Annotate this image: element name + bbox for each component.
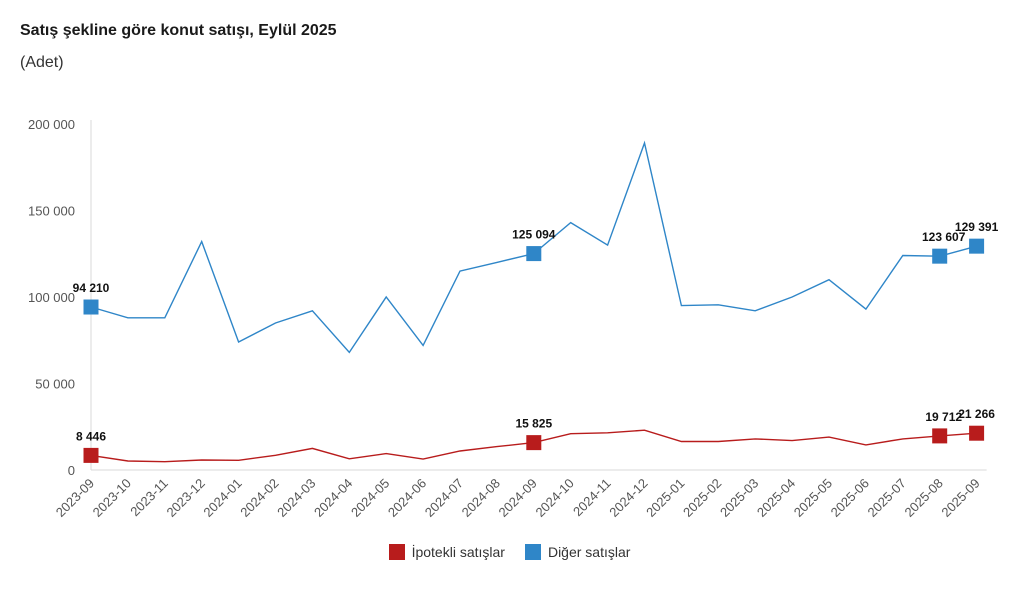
data-marker-mortgage xyxy=(932,428,948,444)
legend-label-mortgage: İpotekli satışlar xyxy=(411,544,505,560)
x-tick-label: 2024-12 xyxy=(606,476,650,520)
x-tick-label: 2025-06 xyxy=(828,476,872,520)
y-tick-label: 100 000 xyxy=(28,290,75,305)
x-tick-label: 2023-09 xyxy=(53,476,97,520)
legend: İpotekli satışlar Diğer satışlar xyxy=(0,544,1019,560)
x-tick-label: 2025-07 xyxy=(865,476,909,520)
x-tick-label: 2024-10 xyxy=(532,476,576,520)
data-marker-other xyxy=(83,299,99,315)
x-tick-label: 2023-10 xyxy=(90,476,134,520)
chart-subtitle: (Adet) xyxy=(20,54,64,71)
data-label-other: 94 210 xyxy=(73,281,110,295)
x-tick-label: 2024-05 xyxy=(348,476,392,520)
data-label-mortgage: 15 825 xyxy=(515,417,552,431)
x-tick-label: 2024-01 xyxy=(200,476,244,520)
legend-label-other: Diğer satışlar xyxy=(547,544,631,560)
x-tick-label: 2024-08 xyxy=(459,476,503,520)
y-tick-label: 150 000 xyxy=(28,204,75,219)
x-tick-label: 2024-09 xyxy=(496,476,540,520)
data-marker-mortgage xyxy=(83,447,99,463)
data-label-other: 129 391 xyxy=(955,220,999,234)
data-marker-other xyxy=(969,238,985,254)
data-label-mortgage: 21 266 xyxy=(958,407,995,421)
legend-swatch-other xyxy=(524,544,541,560)
x-tick-label: 2024-11 xyxy=(570,476,614,520)
x-tick-label: 2025-05 xyxy=(791,476,835,520)
x-tick-label: 2025-09 xyxy=(938,476,982,520)
data-label-mortgage: 8 446 xyxy=(76,429,106,443)
data-label-other: 125 094 xyxy=(512,228,556,242)
data-label-other: 123 607 xyxy=(922,230,966,244)
y-tick-label: 200 000 xyxy=(28,117,75,132)
data-marker-other xyxy=(932,248,948,264)
y-tick-label: 50 000 xyxy=(35,377,75,392)
x-tick-label: 2024-07 xyxy=(422,476,466,520)
legend-item-mortgage[interactable]: İpotekli satışlar xyxy=(388,544,505,560)
legend-item-other[interactable]: Diğer satışlar xyxy=(524,544,631,560)
data-label-mortgage: 19 712 xyxy=(925,410,962,424)
x-tick-label: 2023-12 xyxy=(163,476,207,520)
y-tick-label: 0 xyxy=(68,463,75,478)
data-marker-other xyxy=(526,246,542,262)
x-tick-label: 2025-02 xyxy=(680,476,724,520)
x-tick-label: 2025-03 xyxy=(717,476,761,520)
x-tick-label: 2025-08 xyxy=(901,476,945,520)
chart-title: Satış şekline göre konut satışı, Eylül 2… xyxy=(20,22,337,39)
data-marker-mortgage xyxy=(969,425,985,441)
legend-swatch-mortgage xyxy=(388,544,405,560)
x-tick-label: 2024-02 xyxy=(237,476,281,520)
x-tick-label: 2023-11 xyxy=(127,476,171,520)
x-tick-label: 2025-01 xyxy=(643,476,687,520)
x-tick-label: 2024-04 xyxy=(311,476,355,520)
data-marker-mortgage xyxy=(526,435,542,451)
x-tick-label: 2024-06 xyxy=(385,476,429,520)
x-tick-label: 2024-03 xyxy=(274,476,318,520)
x-tick-label: 2025-04 xyxy=(754,476,798,520)
